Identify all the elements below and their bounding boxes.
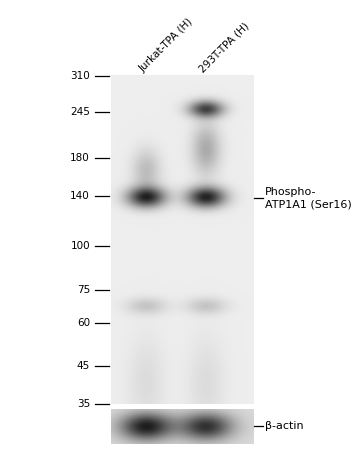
Text: 75: 75 [77,285,90,295]
Text: 140: 140 [70,191,90,201]
Text: 100: 100 [70,241,90,251]
Text: 45: 45 [77,361,90,371]
Text: 180: 180 [70,153,90,163]
Text: 35: 35 [77,399,90,409]
Text: β-actin: β-actin [265,421,303,431]
Text: 245: 245 [70,107,90,116]
Text: Phospho-
ATP1A1 (Ser16): Phospho- ATP1A1 (Ser16) [265,187,352,209]
Text: 60: 60 [77,318,90,328]
Text: Jurkat-TPA (H): Jurkat-TPA (H) [138,17,195,74]
Text: 310: 310 [70,71,90,81]
Text: 293T-TPA (H): 293T-TPA (H) [198,20,251,74]
